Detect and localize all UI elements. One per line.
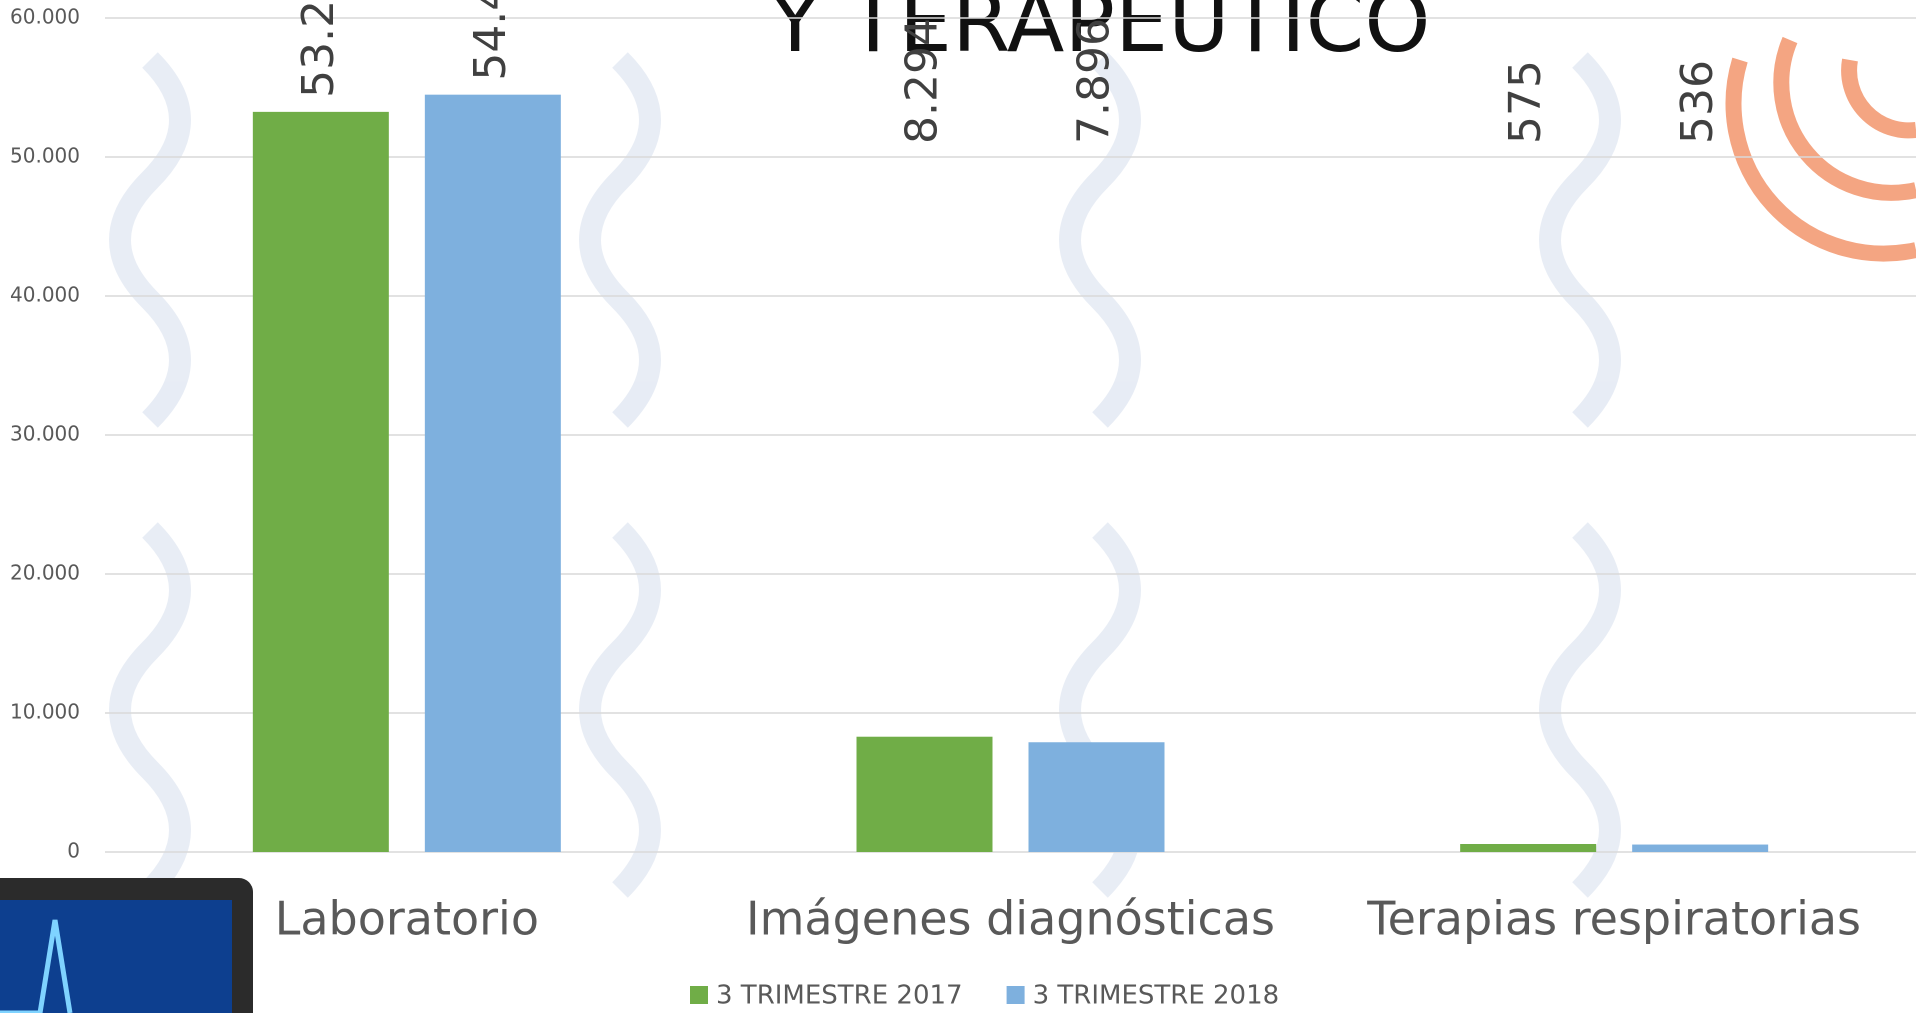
legend-label: 3 TRIMESTRE 2018: [1033, 981, 1280, 1011]
value-label: 7.896: [1069, 18, 1120, 144]
value-label: 8.294: [897, 18, 948, 144]
x-tick-label: Laboratorio: [275, 892, 539, 946]
x-tick-label: Imágenes diagnósticas: [746, 892, 1275, 946]
logo-swirl: [1734, 40, 1916, 254]
legend-label: 3 TRIMESTRE 2017: [716, 981, 963, 1011]
value-label: 536: [1672, 60, 1723, 144]
y-tick-label: 40.000: [10, 283, 80, 307]
bar: [253, 112, 389, 852]
legend-swatch: [690, 986, 708, 1004]
bar: [1460, 844, 1596, 852]
y-tick-label: 0: [67, 839, 80, 863]
bar: [425, 95, 561, 852]
value-label: 53.247: [293, 0, 344, 98]
chart: Y TERAPEUTICO 010.00020.00030.00040.0005…: [0, 0, 1916, 1013]
y-tick-label: 20.000: [10, 561, 80, 585]
y-tick-label: 50.000: [10, 144, 80, 168]
value-label: 575: [1500, 60, 1551, 144]
y-tick-label: 10.000: [10, 700, 80, 724]
legend-swatch: [1007, 986, 1025, 1004]
bar: [1632, 845, 1768, 852]
y-tick-label: 60.000: [10, 5, 80, 29]
bar: [857, 737, 993, 852]
value-label: 54.484: [465, 0, 516, 81]
monitor-image: [0, 878, 253, 1013]
bar: [1029, 742, 1165, 852]
x-tick-label: Terapias respiratorias: [1366, 892, 1861, 946]
y-tick-label: 30.000: [10, 422, 80, 446]
